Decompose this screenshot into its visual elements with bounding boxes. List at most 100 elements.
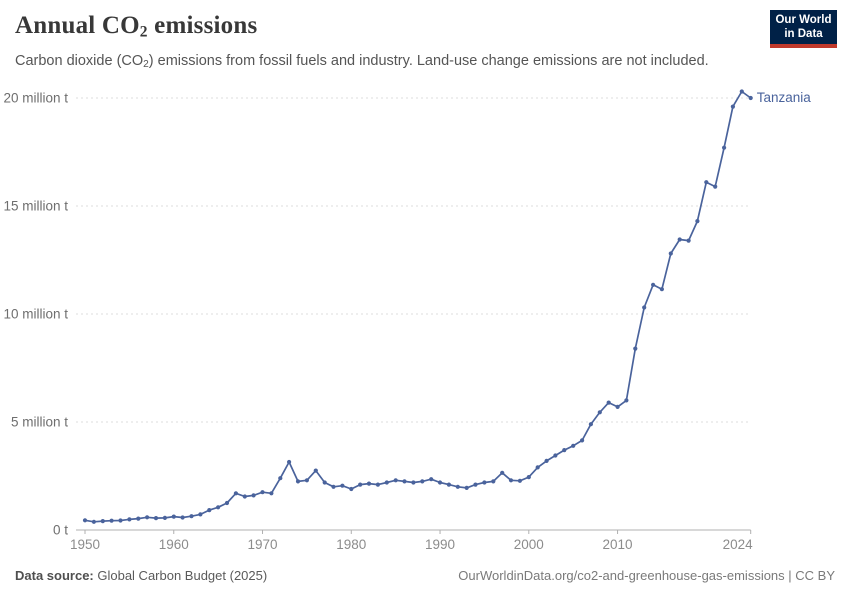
data-point[interactable] bbox=[464, 485, 469, 490]
y-tick-label: 20 million t bbox=[3, 91, 68, 106]
data-point[interactable] bbox=[553, 453, 558, 458]
series-end-label[interactable]: Tanzania bbox=[757, 90, 812, 105]
x-tick-label: 2010 bbox=[603, 537, 633, 552]
data-source: Data source: Global Carbon Budget (2025) bbox=[15, 568, 267, 583]
owid-logo-line1: Our World bbox=[775, 14, 832, 26]
data-point[interactable] bbox=[242, 494, 247, 499]
data-point[interactable] bbox=[500, 470, 505, 475]
data-point[interactable] bbox=[535, 465, 540, 470]
data-point[interactable] bbox=[100, 519, 105, 524]
data-point[interactable] bbox=[251, 493, 256, 498]
data-point[interactable] bbox=[704, 180, 709, 185]
y-tick-label: 0 t bbox=[53, 523, 68, 538]
data-point[interactable] bbox=[580, 438, 585, 443]
data-point[interactable] bbox=[562, 448, 567, 453]
chart-subtitle: Carbon dioxide (CO2) emissions from foss… bbox=[15, 53, 709, 71]
y-tick-label: 10 million t bbox=[3, 307, 68, 322]
data-point[interactable] bbox=[118, 518, 123, 523]
data-point[interactable] bbox=[331, 484, 336, 489]
credit-link[interactable]: OurWorldinData.org/co2-and-greenhouse-ga… bbox=[458, 568, 835, 583]
title-subscript: 2 bbox=[139, 23, 148, 41]
data-point[interactable] bbox=[313, 468, 318, 473]
data-point[interactable] bbox=[571, 443, 576, 448]
data-point[interactable] bbox=[207, 508, 212, 513]
data-point[interactable] bbox=[269, 491, 274, 496]
data-point[interactable] bbox=[695, 219, 700, 224]
data-point[interactable] bbox=[171, 514, 176, 519]
data-point[interactable] bbox=[615, 404, 620, 409]
data-point[interactable] bbox=[624, 398, 629, 403]
data-point[interactable] bbox=[606, 400, 611, 405]
data-point[interactable] bbox=[420, 479, 425, 484]
data-point[interactable] bbox=[517, 478, 523, 483]
data-point[interactable] bbox=[340, 483, 345, 488]
data-point[interactable] bbox=[446, 482, 451, 487]
data-point[interactable] bbox=[482, 480, 487, 485]
owid-logo[interactable]: Our World in Data bbox=[770, 10, 837, 48]
subtitle-subscript: 2 bbox=[143, 59, 149, 71]
page-title: Annual CO2 emissions bbox=[15, 12, 257, 40]
data-point[interactable] bbox=[304, 478, 309, 483]
data-point[interactable] bbox=[278, 476, 283, 481]
data-point[interactable] bbox=[748, 95, 753, 101]
data-point[interactable] bbox=[216, 505, 221, 510]
x-tick-label: 1970 bbox=[247, 537, 277, 552]
data-point[interactable] bbox=[287, 459, 292, 465]
data-point[interactable] bbox=[677, 237, 682, 242]
data-point[interactable] bbox=[659, 287, 665, 292]
data-point[interactable] bbox=[686, 238, 691, 243]
data-point[interactable] bbox=[402, 479, 407, 484]
data-point[interactable] bbox=[473, 482, 478, 487]
data-point[interactable] bbox=[260, 490, 265, 495]
data-source-value: Global Carbon Budget (2025) bbox=[93, 568, 268, 583]
subtitle-text-end: ) emissions from fossil fuels and indust… bbox=[148, 53, 709, 69]
data-point[interactable] bbox=[597, 410, 602, 415]
data-point[interactable] bbox=[722, 145, 727, 150]
data-point[interactable] bbox=[322, 480, 327, 485]
data-point[interactable] bbox=[508, 478, 514, 483]
data-point[interactable] bbox=[198, 512, 203, 517]
data-point[interactable] bbox=[189, 514, 194, 519]
data-point[interactable] bbox=[642, 305, 647, 310]
data-point[interactable] bbox=[411, 480, 416, 485]
data-point[interactable] bbox=[127, 517, 132, 522]
y-tick-label: 15 million t bbox=[3, 199, 68, 214]
data-point[interactable] bbox=[153, 516, 159, 521]
data-point[interactable] bbox=[366, 481, 372, 486]
data-point[interactable] bbox=[375, 482, 380, 487]
data-point[interactable] bbox=[82, 518, 88, 523]
data-point[interactable] bbox=[713, 184, 718, 189]
data-point[interactable] bbox=[526, 475, 531, 480]
emissions-line[interactable] bbox=[84, 90, 752, 523]
data-point[interactable] bbox=[437, 480, 443, 485]
x-tick-label: 1990 bbox=[425, 537, 455, 552]
chart-footer: Data source: Global Carbon Budget (2025)… bbox=[15, 568, 835, 586]
data-point[interactable] bbox=[233, 491, 238, 496]
data-point[interactable] bbox=[739, 89, 744, 94]
data-point[interactable] bbox=[429, 477, 434, 482]
data-point[interactable] bbox=[295, 479, 301, 484]
data-point[interactable] bbox=[544, 458, 549, 463]
data-point[interactable] bbox=[393, 478, 398, 483]
data-point[interactable] bbox=[224, 500, 230, 506]
data-point[interactable] bbox=[358, 482, 363, 487]
x-tick-label: 1960 bbox=[159, 537, 189, 552]
data-point[interactable] bbox=[91, 519, 96, 524]
data-point[interactable] bbox=[162, 515, 167, 521]
data-point[interactable] bbox=[136, 516, 141, 521]
data-point[interactable] bbox=[730, 104, 736, 109]
data-point[interactable] bbox=[180, 515, 185, 520]
data-point[interactable] bbox=[455, 484, 460, 489]
data-point[interactable] bbox=[668, 251, 673, 256]
data-point[interactable] bbox=[109, 518, 114, 523]
x-tick-label: 1980 bbox=[336, 537, 366, 552]
data-point[interactable] bbox=[588, 422, 594, 427]
data-point[interactable] bbox=[651, 282, 656, 287]
data-point[interactable] bbox=[145, 515, 150, 520]
data-point[interactable] bbox=[633, 346, 638, 351]
data-point[interactable] bbox=[349, 486, 354, 492]
data-point[interactable] bbox=[384, 480, 389, 485]
x-tick-label: 1950 bbox=[70, 537, 100, 552]
data-point[interactable] bbox=[491, 479, 496, 484]
